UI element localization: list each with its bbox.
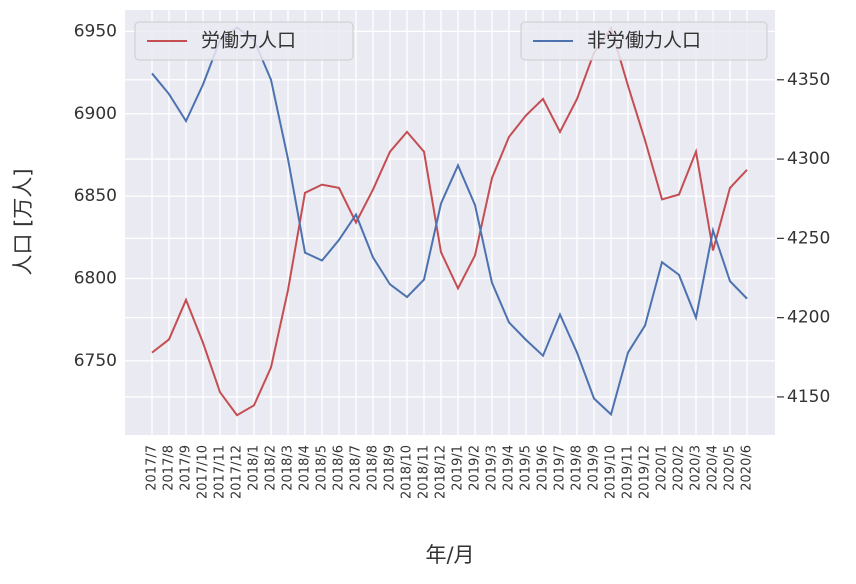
x-tick-label: 2017/7 [145,445,160,491]
plot-area [125,10,775,435]
legend-label: 非労働力人口 [587,30,701,52]
legend-box [134,21,354,61]
x-tick-label: 2017/12 [230,445,245,499]
y-tick-label: 6850 [74,186,117,206]
x-tick-label: 2018/10 [400,445,415,499]
x-tick-label: 2019/6 [536,445,551,491]
y2-tick-label: 4350 [787,70,830,90]
x-tick-label: 2019/4 [502,445,517,491]
y-tick-label: 6900 [74,104,117,124]
x-tick-label: 2019/2 [468,445,483,491]
x-tick-label: 2018/11 [417,445,432,499]
x-tick-label: 2018/7 [349,445,364,491]
x-tick-label: 2017/11 [213,445,228,499]
x-tick-label: 2019/10 [604,445,619,499]
x-tick-label: 2019/9 [587,445,602,491]
x-tick-label: 2018/6 [332,445,347,491]
x-tick-label: 2019/7 [553,445,568,491]
x-tick-label: 2020/2 [672,445,687,491]
x-tick-label: 2020/6 [740,445,755,491]
x-tick-label: 2019/5 [519,445,534,491]
y-tick-label: 6800 [74,269,117,289]
y2-tick-label: 4200 [787,308,830,328]
x-tick-label: 2020/1 [655,445,670,491]
x-tick-label: 2020/4 [706,445,721,491]
x-tick-label: 2019/1 [451,445,466,491]
x-tick-label: 2018/4 [298,445,313,491]
y2-tick-label: 4150 [787,387,830,407]
x-axis-label: 年/月 [425,543,474,567]
x-tick-label: 2018/9 [383,445,398,491]
x-tick-label: 2019/12 [638,445,653,499]
x-tick-label: 2019/3 [485,445,500,491]
x-tick-label: 2018/8 [366,445,381,491]
x-tick-label: 2018/5 [315,445,330,491]
x-tick-label: 2018/3 [281,445,296,491]
y-axis-label: 人口 [万人] [11,168,35,275]
x-tick-label: 2020/5 [723,445,738,491]
x-tick-label: 2019/8 [570,445,585,491]
y-tick-label: 6950 [74,21,117,41]
legend-box [520,21,768,61]
x-tick-label: 2017/10 [196,445,211,499]
x-tick-label: 2018/12 [434,445,449,499]
legend-label: 労働力人口 [201,30,296,52]
x-tick-label: 2020/3 [689,445,704,491]
x-tick-label: 2018/1 [247,445,262,491]
x-tick-label: 2017/9 [179,445,194,491]
series-line [151,25,748,417]
y-tick-label: 6750 [74,351,117,371]
x-tick-label: 2017/8 [162,445,177,491]
y2-tick-label: 4250 [787,228,830,248]
x-tick-label: 2018/2 [264,445,279,491]
y2-tick-label: 4300 [787,149,830,169]
x-tick-label: 2019/11 [621,445,636,499]
